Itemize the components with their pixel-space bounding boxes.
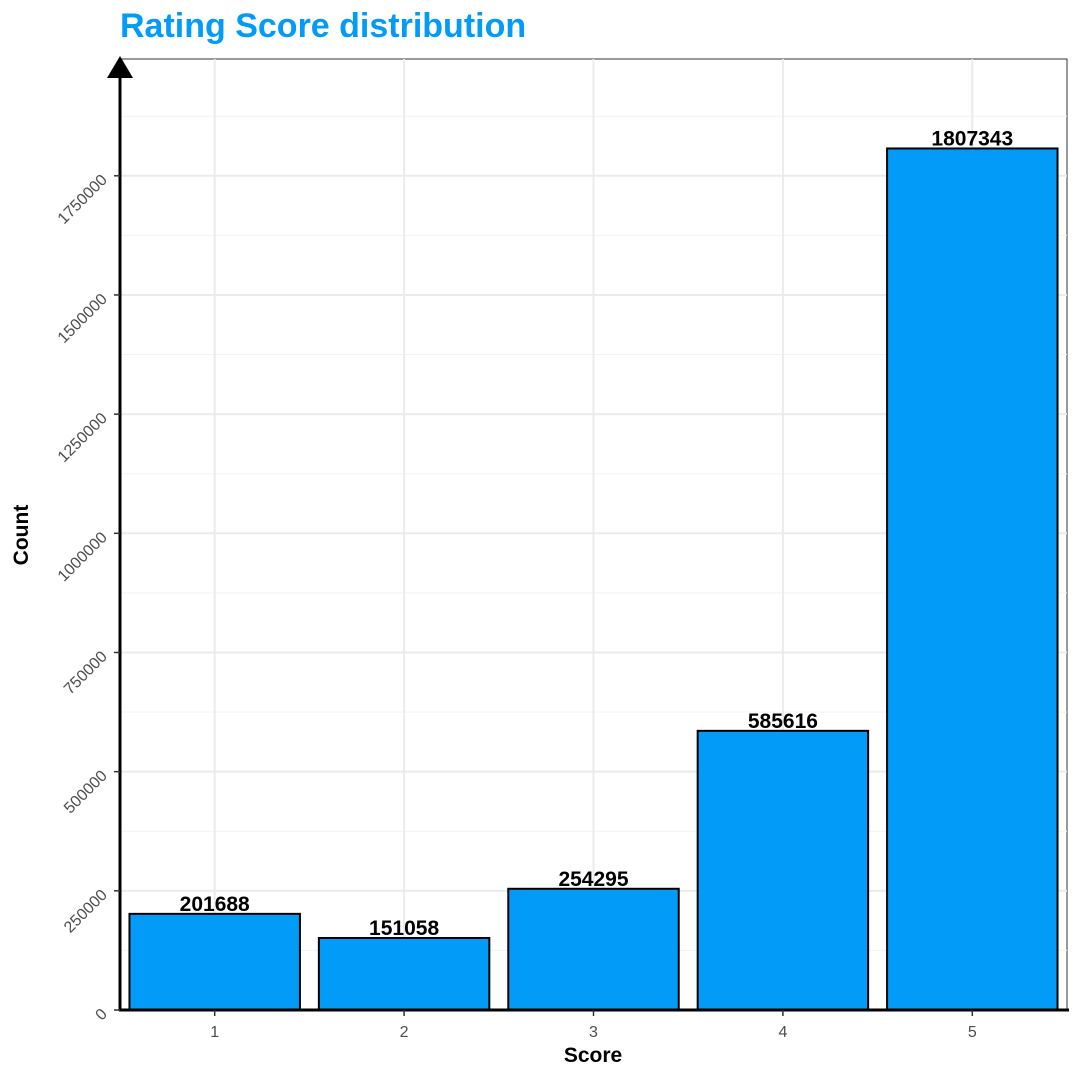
bar-score-3 — [507, 887, 680, 1011]
y-tick-label: 500000 — [61, 767, 111, 817]
y-tick-label: 750000 — [61, 648, 111, 698]
bar-score-1 — [128, 912, 301, 1011]
y-axis-title: Count — [10, 505, 33, 566]
y-tick-label: 1500000 — [55, 291, 111, 347]
y-axis-arrowhead — [107, 56, 133, 78]
data-label-score-4: 585616 — [748, 710, 818, 733]
x-tick-label: 1 — [210, 1024, 219, 1041]
data-label-score-5: 1807343 — [931, 127, 1013, 150]
x-tick-label: 2 — [400, 1024, 409, 1041]
x-tick-label: 3 — [589, 1024, 598, 1041]
bar-score-4 — [696, 729, 870, 1011]
y-tick-label: 1000000 — [55, 529, 111, 585]
x-tick-label: 5 — [968, 1024, 977, 1041]
y-tick-label: 1750000 — [55, 172, 111, 228]
x-tick-label: 4 — [778, 1024, 787, 1041]
y-tick-label: 0 — [93, 1006, 111, 1024]
data-labels: 201688 151058 254295 585616 1807343 — [180, 127, 1014, 940]
chart-title: Rating Score distribution — [120, 7, 526, 45]
y-tick-label: 1250000 — [55, 410, 111, 466]
axes — [107, 56, 1069, 1016]
data-label-score-3: 254295 — [558, 868, 628, 891]
bar-score-5 — [886, 147, 1059, 1012]
bars — [128, 147, 1059, 1012]
data-label-score-1: 201688 — [180, 893, 250, 916]
bar-score-2 — [317, 936, 491, 1011]
y-tick-label: 250000 — [61, 887, 111, 937]
data-label-score-2: 151058 — [369, 917, 439, 940]
x-axis-title: Score — [564, 1044, 622, 1067]
